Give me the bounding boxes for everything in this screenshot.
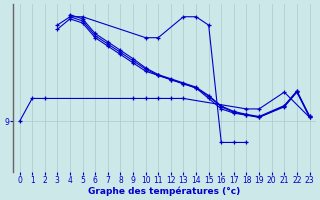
X-axis label: Graphe des températures (°c): Graphe des températures (°c) [88, 186, 241, 196]
